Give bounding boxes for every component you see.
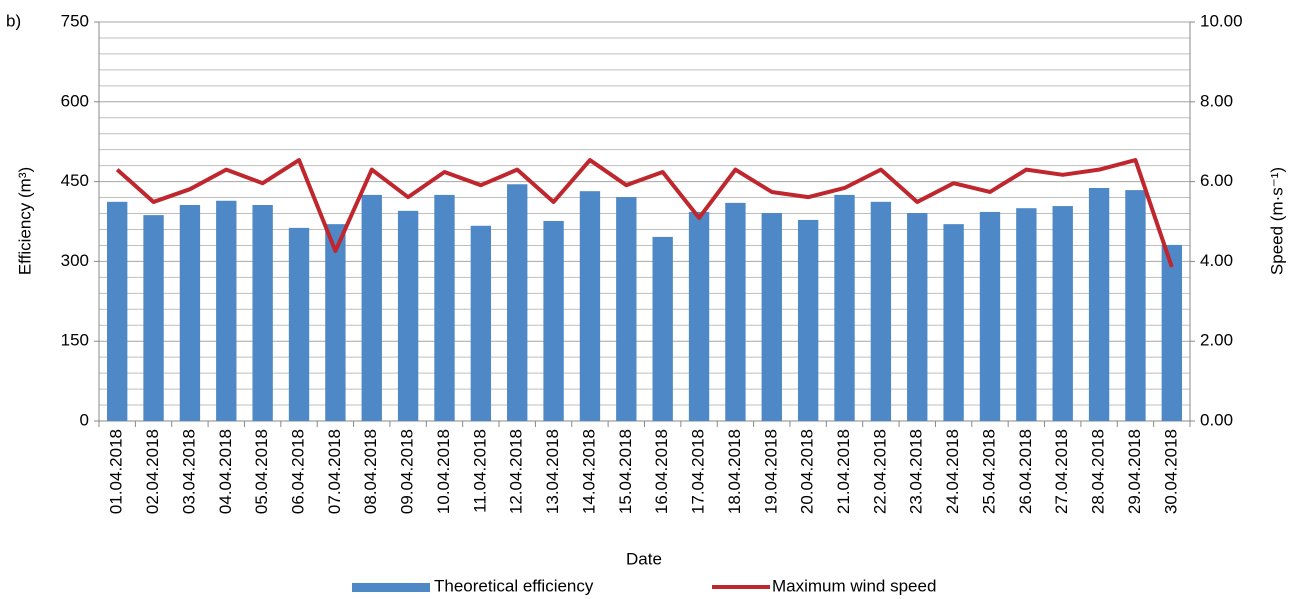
x-tick-label: 10.04.2018 — [434, 429, 453, 514]
x-tick-label: 16.04.2018 — [652, 429, 671, 514]
bar — [979, 211, 1001, 421]
bar — [1052, 206, 1073, 421]
x-tick-label: 23.04.2018 — [907, 429, 926, 514]
bar — [943, 224, 964, 421]
y2-tick-label: 2.00 — [1200, 331, 1233, 350]
bar — [470, 225, 492, 421]
bar — [1161, 244, 1182, 421]
x-tick-label: 06.04.2018 — [289, 429, 308, 514]
x-tick-label: 22.04.2018 — [870, 429, 889, 514]
x-tick-label: 03.04.2018 — [179, 429, 198, 514]
bar — [361, 194, 382, 421]
bar — [616, 197, 637, 421]
x-tick-label: 19.04.2018 — [761, 429, 780, 514]
x-axis-label: Date — [626, 549, 662, 568]
x-tick-label: 11.04.2018 — [470, 429, 489, 513]
x-tick-label: 17.04.2018 — [689, 429, 708, 514]
legend-label: Theoretical efficiency — [434, 576, 594, 595]
y2-axis-label: Speed (m·s⁻¹) — [1267, 167, 1286, 275]
x-tick-label: 05.04.2018 — [252, 429, 271, 514]
x-tick-label: 14.04.2018 — [579, 429, 598, 514]
bar — [870, 201, 892, 421]
x-tick-label: 15.04.2018 — [616, 429, 635, 514]
y-tick-label: 300 — [61, 251, 89, 270]
x-tick-label: 30.04.2018 — [1161, 429, 1180, 514]
bar — [288, 227, 310, 421]
y-axis-label: Efficiency (m³) — [15, 167, 34, 275]
y2-tick-label: 4.00 — [1200, 251, 1233, 270]
x-tick-label: 13.04.2018 — [543, 429, 562, 514]
bar — [797, 219, 819, 421]
legend-swatch — [352, 583, 430, 592]
y-tick-label: 150 — [61, 331, 89, 350]
x-tick-label: 27.04.2018 — [1052, 429, 1071, 514]
y2-tick-label: 10.00 — [1200, 11, 1243, 30]
bar — [397, 210, 419, 421]
bar — [179, 205, 201, 421]
bar — [216, 200, 237, 421]
bar — [761, 212, 782, 421]
y2-tick-label: 6.00 — [1200, 171, 1233, 190]
bar — [834, 194, 855, 421]
legend-label: Maximum wind speed — [772, 576, 936, 595]
y-tick-label: 0 — [80, 410, 89, 429]
bar — [325, 224, 346, 421]
bar — [907, 212, 928, 421]
x-tick-label: 09.04.2018 — [398, 429, 417, 514]
x-tick-label: 29.04.2018 — [1125, 429, 1144, 514]
bar — [252, 205, 273, 421]
x-tick-label: 04.04.2018 — [216, 429, 235, 514]
bar — [143, 215, 164, 421]
x-tick-label: 07.04.2018 — [325, 429, 344, 514]
x-tick-label: 02.04.2018 — [143, 429, 162, 514]
x-tick-label: 26.04.2018 — [1016, 429, 1035, 514]
x-tick-label: 08.04.2018 — [361, 429, 380, 514]
bar — [688, 211, 710, 421]
x-tick-label: 18.04.2018 — [725, 429, 744, 514]
x-tick-label: 20.04.2018 — [798, 429, 817, 514]
y-tick-label: 750 — [61, 11, 89, 30]
y-tick-label: 600 — [61, 91, 89, 110]
bar — [725, 202, 746, 421]
bar — [434, 194, 455, 421]
bar — [1125, 190, 1146, 421]
x-tick-label: 28.04.2018 — [1089, 429, 1108, 514]
x-tick-label: 12.04.2018 — [507, 429, 526, 514]
bar — [1016, 208, 1037, 421]
y2-tick-label: 0.00 — [1200, 410, 1233, 429]
bar — [652, 236, 673, 421]
panel-label: b) — [6, 11, 21, 30]
bar — [1088, 187, 1110, 421]
y2-tick-label: 8.00 — [1200, 91, 1233, 110]
x-tick-label: 21.04.2018 — [834, 429, 853, 514]
bar — [507, 184, 528, 421]
bar — [579, 191, 601, 421]
bar — [107, 201, 128, 421]
x-tick-label: 24.04.2018 — [943, 429, 962, 514]
y-tick-label: 450 — [61, 171, 89, 190]
x-tick-label: 25.04.2018 — [979, 429, 998, 514]
bar — [543, 220, 564, 421]
x-tick-label: 01.04.2018 — [107, 429, 126, 514]
line — [115, 158, 1174, 268]
